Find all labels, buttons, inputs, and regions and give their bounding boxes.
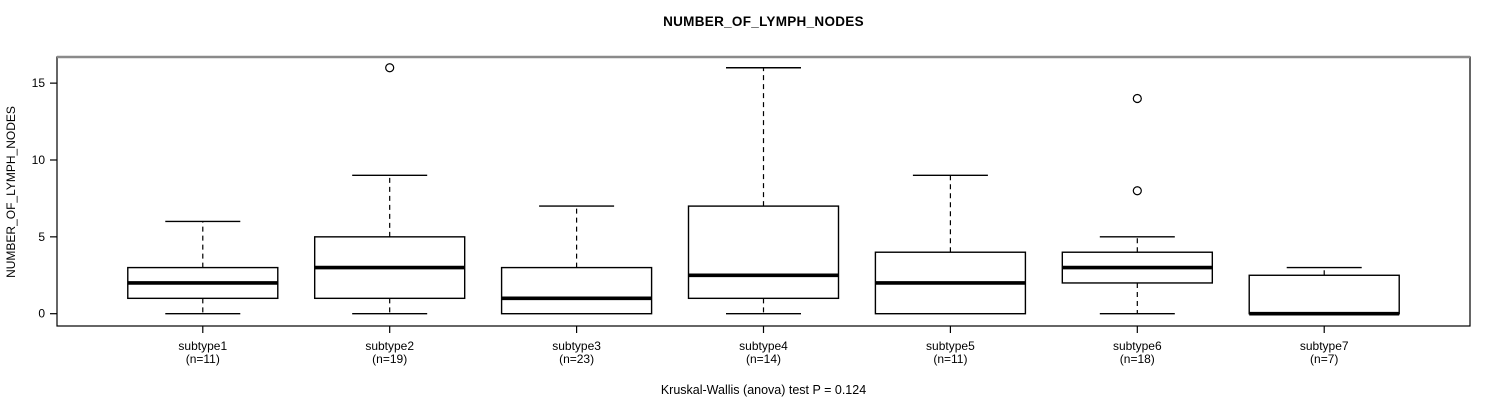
x-group-count-label: (n=14) <box>746 352 781 366</box>
x-group-label: subtype3 <box>552 339 601 353</box>
x-group-count-label: (n=23) <box>559 352 594 366</box>
x-group-label: subtype6 <box>1113 339 1162 353</box>
x-group-label: subtype1 <box>178 339 227 353</box>
y-tick-label: 10 <box>32 153 46 167</box>
x-group-label: subtype7 <box>1300 339 1349 353</box>
x-group-count-label: (n=11) <box>186 352 220 366</box>
outlier-point <box>1132 186 1142 196</box>
outlier-point <box>385 63 395 73</box>
y-tick-label: 0 <box>38 307 45 321</box>
x-group-count-label: (n=19) <box>372 352 407 366</box>
x-group-label: subtype5 <box>926 339 975 353</box>
y-axis-label: NUMBER_OF_LYMPH_NODES <box>4 106 18 278</box>
x-group-count-label: (n=18) <box>1120 352 1155 366</box>
kruskal-wallis-pvalue-text: Kruskal-Wallis (anova) test P = 0.124 <box>660 383 867 397</box>
iqr-box <box>687 205 840 300</box>
iqr-box <box>500 266 653 315</box>
iqr-box <box>1248 274 1400 315</box>
x-group-label: subtype2 <box>365 339 414 353</box>
y-tick-label: 15 <box>32 76 46 90</box>
outlier-point <box>1132 93 1142 104</box>
x-group-label: subtype4 <box>739 339 788 353</box>
x-group-count-label: (n=11) <box>933 352 967 366</box>
y-tick-label: 5 <box>38 230 45 244</box>
chart-title: NUMBER_OF_LYMPH_NODES <box>663 14 864 29</box>
x-group-count-label: (n=7) <box>1310 352 1338 366</box>
